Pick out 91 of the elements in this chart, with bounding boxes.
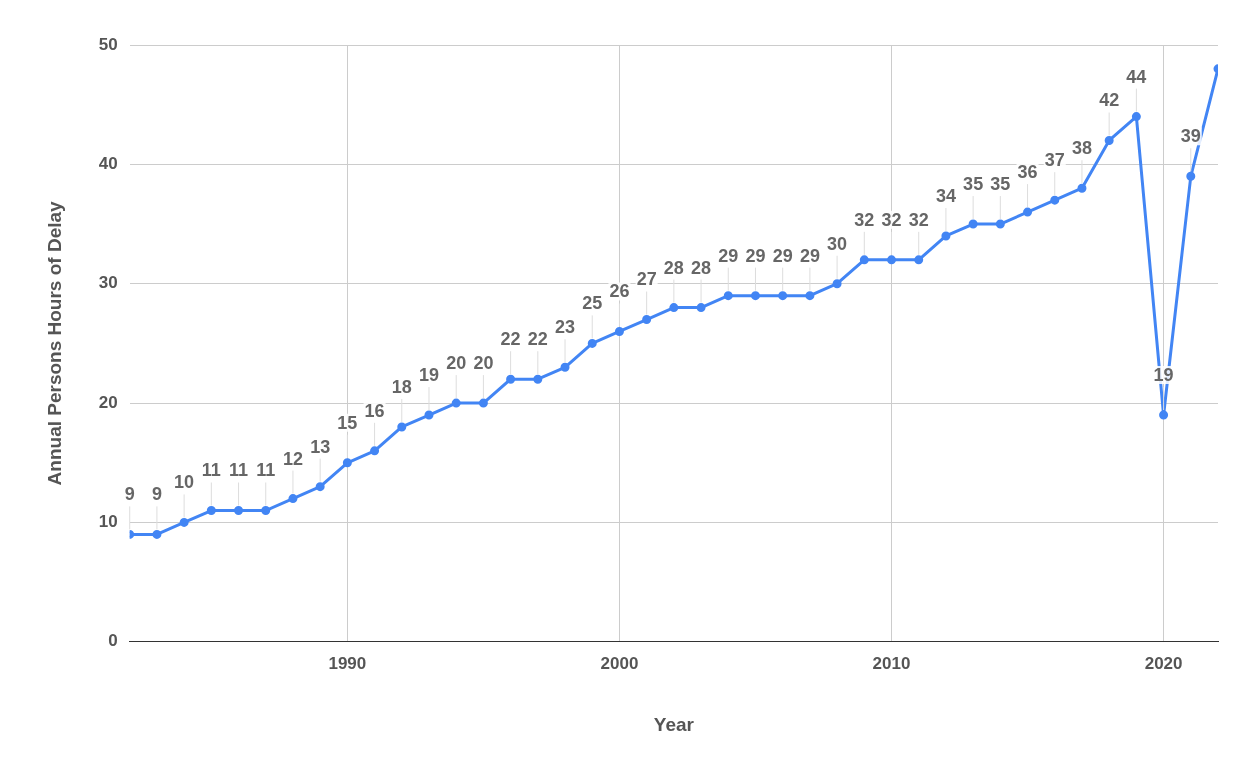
data-label: 9 bbox=[151, 484, 162, 505]
point bbox=[1186, 171, 1196, 181]
data-label: 11 bbox=[256, 460, 276, 481]
data-label: 28 bbox=[663, 257, 684, 278]
data-label: 35 bbox=[963, 174, 984, 195]
point bbox=[642, 315, 652, 325]
point bbox=[397, 422, 407, 432]
data-label: 29 bbox=[718, 245, 739, 266]
x-tick-label: 2020 bbox=[1144, 653, 1183, 673]
data-label: 32 bbox=[881, 209, 902, 230]
y-axis-title: Annual Persons Hours of Delay bbox=[43, 200, 65, 486]
x-tick-label: 2010 bbox=[872, 653, 911, 673]
y-tick-label: 10 bbox=[98, 512, 118, 532]
point bbox=[669, 303, 679, 313]
data-label: 44 bbox=[1126, 66, 1147, 87]
y-tick-label: 30 bbox=[98, 273, 118, 293]
data-label: 25 bbox=[582, 293, 603, 314]
point bbox=[805, 291, 815, 301]
point bbox=[1077, 183, 1087, 193]
data-label: 20 bbox=[446, 353, 467, 374]
point bbox=[206, 506, 216, 515]
data-label: 29 bbox=[745, 245, 766, 266]
point bbox=[832, 279, 842, 289]
y-tick-label: 50 bbox=[98, 34, 118, 54]
x-axis-title: Year bbox=[653, 713, 695, 735]
point bbox=[451, 398, 461, 408]
data-label: 13 bbox=[310, 436, 331, 457]
data-label: 36 bbox=[1017, 162, 1038, 183]
point bbox=[887, 255, 897, 265]
point bbox=[968, 219, 978, 229]
data-label: 20 bbox=[473, 353, 494, 374]
data-label: 9 bbox=[124, 484, 135, 505]
point bbox=[424, 410, 434, 420]
data-label: 39 bbox=[1180, 126, 1201, 147]
point bbox=[560, 362, 570, 372]
data-label: 11 bbox=[201, 460, 221, 481]
point bbox=[1159, 410, 1169, 420]
data-label: 19 bbox=[1153, 364, 1174, 385]
data-label: 29 bbox=[772, 245, 793, 266]
point bbox=[152, 529, 162, 539]
point bbox=[750, 291, 760, 301]
data-label: 29 bbox=[799, 245, 820, 266]
point bbox=[778, 291, 788, 301]
data-label: 22 bbox=[527, 329, 548, 350]
point bbox=[342, 458, 352, 468]
point bbox=[1050, 195, 1060, 205]
data-label: 34 bbox=[935, 185, 956, 206]
point bbox=[696, 303, 706, 313]
data-label: 32 bbox=[908, 209, 929, 230]
point bbox=[1104, 135, 1114, 145]
y-tick-label: 20 bbox=[98, 392, 118, 412]
data-label: 22 bbox=[500, 329, 521, 350]
point bbox=[1131, 112, 1141, 122]
point bbox=[179, 517, 189, 527]
point bbox=[370, 446, 380, 456]
point bbox=[941, 231, 951, 241]
data-label: 32 bbox=[854, 209, 875, 230]
data-label: 10 bbox=[174, 472, 195, 493]
x-tick-label: 2000 bbox=[600, 653, 639, 673]
data-label: 23 bbox=[555, 317, 576, 338]
y-tick-label: 40 bbox=[98, 154, 118, 174]
point bbox=[995, 219, 1005, 229]
point bbox=[914, 255, 924, 265]
point bbox=[723, 291, 733, 301]
x-tick-label: 1990 bbox=[328, 653, 367, 673]
point bbox=[614, 326, 624, 336]
point bbox=[261, 506, 271, 515]
point bbox=[234, 506, 244, 515]
data-label: 19 bbox=[418, 364, 439, 385]
data-label: 42 bbox=[1099, 90, 1120, 111]
point bbox=[506, 374, 516, 384]
point bbox=[288, 494, 298, 504]
data-label: 28 bbox=[691, 257, 712, 278]
data-label: 12 bbox=[282, 448, 303, 469]
data-label: 16 bbox=[364, 400, 385, 421]
point bbox=[315, 482, 325, 492]
point bbox=[859, 255, 869, 265]
data-label: 18 bbox=[391, 376, 412, 397]
data-label: 35 bbox=[990, 174, 1011, 195]
y-tick-label: 0 bbox=[108, 631, 118, 651]
data-label: 15 bbox=[337, 412, 358, 433]
data-label: 37 bbox=[1044, 150, 1065, 171]
data-label: 27 bbox=[636, 269, 657, 290]
data-label: 11 bbox=[229, 460, 249, 481]
point bbox=[533, 374, 543, 384]
data-label: 38 bbox=[1071, 138, 1092, 159]
point bbox=[587, 338, 597, 348]
data-label: 30 bbox=[827, 233, 848, 254]
data-label: 26 bbox=[609, 281, 630, 302]
point bbox=[1023, 207, 1033, 217]
point bbox=[478, 398, 488, 408]
